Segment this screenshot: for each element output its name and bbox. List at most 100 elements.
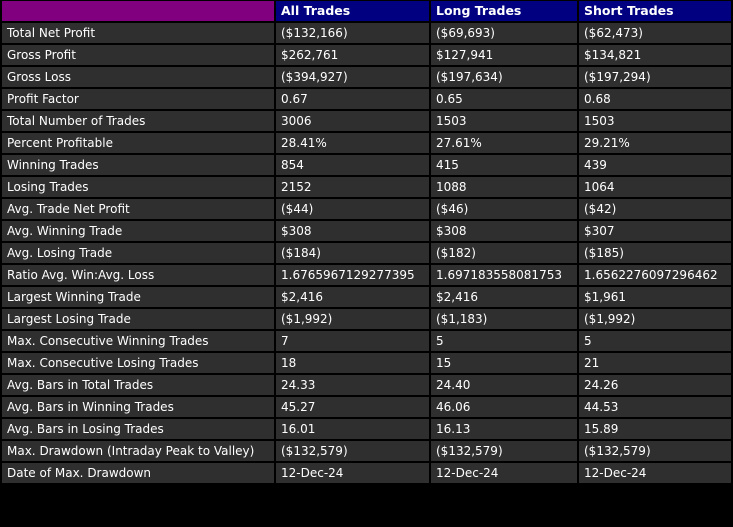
performance-report-table: All Trades Long Trades Short Trades Tota…: [2, 1, 731, 483]
short-trades-value: ($132,579): [579, 441, 731, 461]
long-trades-value: $308: [431, 221, 577, 241]
table-row: Avg. Trade Net Profit ($44) ($46) ($42): [2, 199, 731, 219]
long-trades-value: 16.13: [431, 419, 577, 439]
short-trades-value: 5: [579, 331, 731, 351]
long-trades-value: ($197,634): [431, 67, 577, 87]
all-trades-value: 28.41%: [276, 133, 429, 153]
row-label: Max. Consecutive Losing Trades: [2, 353, 274, 373]
row-label: Largest Winning Trade: [2, 287, 274, 307]
all-trades-value: 854: [276, 155, 429, 175]
long-trades-value: $127,941: [431, 45, 577, 65]
short-trades-value: 29.21%: [579, 133, 731, 153]
all-trades-value: ($132,579): [276, 441, 429, 461]
all-trades-value: $2,416: [276, 287, 429, 307]
short-trades-value: 1064: [579, 177, 731, 197]
table-row: Date of Max. Drawdown 12-Dec-24 12-Dec-2…: [2, 463, 731, 483]
all-trades-value: ($44): [276, 199, 429, 219]
table-row: Max. Drawdown (Intraday Peak to Valley) …: [2, 441, 731, 461]
table-row: Total Net Profit ($132,166) ($69,693) ($…: [2, 23, 731, 43]
long-trades-value: ($132,579): [431, 441, 577, 461]
all-trades-value: 24.33: [276, 375, 429, 395]
long-trades-value: 0.65: [431, 89, 577, 109]
long-trades-value: 1503: [431, 111, 577, 131]
short-trades-value: ($197,294): [579, 67, 731, 87]
table-row: Avg. Bars in Losing Trades 16.01 16.13 1…: [2, 419, 731, 439]
table-row: Avg. Bars in Total Trades 24.33 24.40 24…: [2, 375, 731, 395]
all-trades-value: ($132,166): [276, 23, 429, 43]
all-trades-value: ($184): [276, 243, 429, 263]
long-trades-value: ($69,693): [431, 23, 577, 43]
all-trades-value: $262,761: [276, 45, 429, 65]
table-row: Avg. Losing Trade ($184) ($182) ($185): [2, 243, 731, 263]
long-trades-value: 24.40: [431, 375, 577, 395]
row-label: Largest Losing Trade: [2, 309, 274, 329]
table-row: Gross Loss ($394,927) ($197,634) ($197,2…: [2, 67, 731, 87]
row-label: Winning Trades: [2, 155, 274, 175]
row-label: Avg. Bars in Winning Trades: [2, 397, 274, 417]
table-row: Avg. Winning Trade $308 $308 $307: [2, 221, 731, 241]
all-trades-value: 16.01: [276, 419, 429, 439]
short-trades-value: ($62,473): [579, 23, 731, 43]
all-trades-value: 12-Dec-24: [276, 463, 429, 483]
all-trades-value: ($1,992): [276, 309, 429, 329]
row-label: Total Number of Trades: [2, 111, 274, 131]
short-trades-value: ($185): [579, 243, 731, 263]
long-trades-value: 1088: [431, 177, 577, 197]
table-row: Losing Trades 2152 1088 1064: [2, 177, 731, 197]
short-trades-value: ($42): [579, 199, 731, 219]
long-trades-value: ($182): [431, 243, 577, 263]
row-label: Losing Trades: [2, 177, 274, 197]
header-row: All Trades Long Trades Short Trades: [2, 1, 731, 21]
short-trades-value: ($1,992): [579, 309, 731, 329]
long-trades-value: 15: [431, 353, 577, 373]
row-label: Avg. Bars in Total Trades: [2, 375, 274, 395]
short-trades-value: 1503: [579, 111, 731, 131]
row-label: Profit Factor: [2, 89, 274, 109]
long-trades-value: $2,416: [431, 287, 577, 307]
table-row: Percent Profitable 28.41% 27.61% 29.21%: [2, 133, 731, 153]
table-row: Max. Consecutive Winning Trades 7 5 5: [2, 331, 731, 351]
table-row: Gross Profit $262,761 $127,941 $134,821: [2, 45, 731, 65]
table-row: Largest Losing Trade ($1,992) ($1,183) (…: [2, 309, 731, 329]
table-row: Profit Factor 0.67 0.65 0.68: [2, 89, 731, 109]
short-trades-value: 21: [579, 353, 731, 373]
row-label: Gross Loss: [2, 67, 274, 87]
all-trades-value: 0.67: [276, 89, 429, 109]
header-all-trades: All Trades: [276, 1, 429, 21]
all-trades-value: 2152: [276, 177, 429, 197]
long-trades-value: 46.06: [431, 397, 577, 417]
long-trades-value: 5: [431, 331, 577, 351]
short-trades-value: $307: [579, 221, 731, 241]
row-label: Total Net Profit: [2, 23, 274, 43]
table-row: Avg. Bars in Winning Trades 45.27 46.06 …: [2, 397, 731, 417]
short-trades-value: 44.53: [579, 397, 731, 417]
row-label: Date of Max. Drawdown: [2, 463, 274, 483]
row-label: Avg. Bars in Losing Trades: [2, 419, 274, 439]
table-row: Max. Consecutive Losing Trades 18 15 21: [2, 353, 731, 373]
header-long-trades: Long Trades: [431, 1, 577, 21]
all-trades-value: 7: [276, 331, 429, 351]
table-row: Ratio Avg. Win:Avg. Loss 1.6765967129277…: [2, 265, 731, 285]
row-label: Avg. Losing Trade: [2, 243, 274, 263]
all-trades-value: 1.6765967129277395: [276, 265, 429, 285]
all-trades-value: 3006: [276, 111, 429, 131]
long-trades-value: 12-Dec-24: [431, 463, 577, 483]
all-trades-value: 18: [276, 353, 429, 373]
long-trades-value: 415: [431, 155, 577, 175]
table-row: Total Number of Trades 3006 1503 1503: [2, 111, 731, 131]
all-trades-value: ($394,927): [276, 67, 429, 87]
short-trades-value: 0.68: [579, 89, 731, 109]
row-label: Avg. Winning Trade: [2, 221, 274, 241]
all-trades-value: 45.27: [276, 397, 429, 417]
short-trades-value: 24.26: [579, 375, 731, 395]
short-trades-value: 439: [579, 155, 731, 175]
row-label: Avg. Trade Net Profit: [2, 199, 274, 219]
short-trades-value: 12-Dec-24: [579, 463, 731, 483]
table-row: Winning Trades 854 415 439: [2, 155, 731, 175]
header-short-trades: Short Trades: [579, 1, 731, 21]
row-label: Percent Profitable: [2, 133, 274, 153]
long-trades-value: 27.61%: [431, 133, 577, 153]
row-label: Gross Profit: [2, 45, 274, 65]
long-trades-value: ($1,183): [431, 309, 577, 329]
long-trades-value: ($46): [431, 199, 577, 219]
